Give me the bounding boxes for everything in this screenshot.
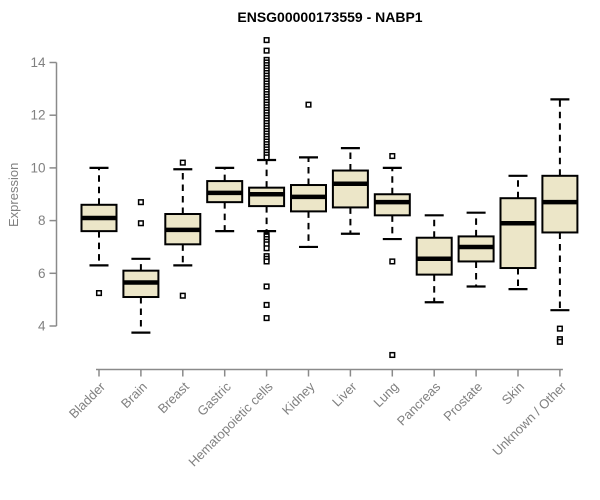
outlier-point bbox=[263, 47, 270, 54]
boxplot-group-prostate bbox=[457, 211, 495, 288]
outlier-point bbox=[556, 325, 563, 332]
box-liver bbox=[331, 169, 369, 209]
boxplot-group-unknown-other bbox=[541, 98, 579, 345]
boxplot-group-bladder bbox=[80, 166, 118, 297]
outlier-point bbox=[179, 292, 186, 299]
x-tick-label-lung: Lung bbox=[370, 379, 401, 410]
outlier-point bbox=[137, 220, 144, 227]
boxplot-group-skin bbox=[499, 174, 537, 291]
box-hematopoietic-cells bbox=[248, 186, 286, 208]
x-tick-label-prostate: Prostate bbox=[440, 379, 485, 424]
box-skin bbox=[499, 197, 537, 270]
x-tick-label-pancreas: Pancreas bbox=[394, 379, 444, 429]
outlier-point bbox=[263, 315, 270, 322]
outlier-point bbox=[263, 154, 270, 161]
x-tick-label-liver: Liver bbox=[329, 379, 360, 410]
boxplot-group-kidney bbox=[290, 101, 327, 249]
y-tick-label: 4 bbox=[38, 319, 46, 334]
outlier-point bbox=[95, 290, 103, 297]
box-pancreas bbox=[415, 236, 453, 276]
box-lung bbox=[373, 193, 411, 217]
boxplot-group-gastric bbox=[206, 166, 244, 233]
y-tick-label: 14 bbox=[30, 55, 46, 70]
x-tick-label-unknown-other: Unknown / Other bbox=[489, 379, 569, 459]
chart-title: ENSG00000173559 - NABP1 bbox=[237, 9, 423, 25]
outlier-point bbox=[305, 101, 312, 108]
boxplot-group-breast bbox=[164, 159, 202, 299]
outlier-point bbox=[556, 338, 563, 345]
outlier-point bbox=[263, 301, 270, 308]
x-tick-label-skin: Skin bbox=[499, 379, 527, 407]
x-tick-label-breast: Breast bbox=[155, 379, 192, 416]
y-tick-label: 6 bbox=[38, 266, 46, 281]
outlier-point bbox=[263, 283, 270, 290]
outlier-point bbox=[263, 245, 270, 252]
y-tick-label: 10 bbox=[30, 160, 45, 175]
x-tick-label-gastric: Gastric bbox=[194, 379, 234, 419]
y-tick-label: 12 bbox=[30, 108, 45, 123]
y-tick-label: 8 bbox=[38, 213, 46, 228]
boxplot-group-pancreas bbox=[415, 214, 453, 304]
boxplot-group-brain bbox=[122, 199, 160, 334]
x-tick-label-bladder: Bladder bbox=[66, 379, 109, 422]
outlier-point bbox=[263, 258, 270, 265]
x-tick-label-brain: Brain bbox=[118, 379, 150, 411]
outlier-point bbox=[389, 152, 396, 160]
boxplot-group-hematopoietic-cells bbox=[248, 37, 286, 322]
boxplot-group-liver bbox=[331, 147, 369, 235]
x-tick-label-kidney: Kidney bbox=[279, 379, 318, 418]
outlier-point bbox=[263, 37, 270, 44]
boxplot-group-lung bbox=[373, 152, 411, 359]
outlier-point bbox=[389, 351, 396, 359]
outlier-point bbox=[137, 199, 144, 206]
outlier-point bbox=[179, 159, 186, 166]
outlier-point bbox=[389, 258, 396, 265]
